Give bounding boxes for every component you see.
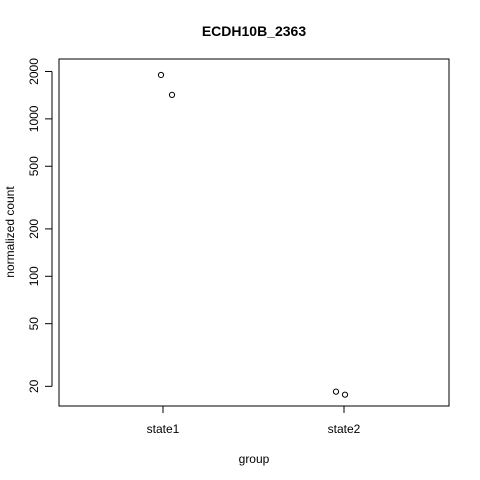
data-point <box>168 91 176 98</box>
y-axis-label: normalized count <box>3 186 17 278</box>
y-tick-label: 1000 <box>27 105 41 132</box>
y-axis: 20 50 100 200 500 1000 2000 <box>27 58 53 393</box>
y-tick-label: 2000 <box>27 58 41 85</box>
x-axis-label: group <box>239 452 270 466</box>
data-point <box>157 71 165 79</box>
y-tick-label: 100 <box>27 266 41 286</box>
x-tick-label: state2 <box>328 422 361 436</box>
y-tick-label: 50 <box>27 317 41 331</box>
y-tick-label: 200 <box>27 219 41 239</box>
plot-frame <box>58 58 450 407</box>
data-point <box>332 388 340 395</box>
x-tick-label: state1 <box>147 422 180 436</box>
x-axis: state1 state2 <box>147 405 361 436</box>
y-tick-label: 20 <box>27 379 41 393</box>
data-points <box>157 71 349 398</box>
data-point <box>341 391 349 398</box>
chart-title: ECDH10B_2363 <box>202 23 306 39</box>
y-tick-label: 500 <box>27 156 41 176</box>
